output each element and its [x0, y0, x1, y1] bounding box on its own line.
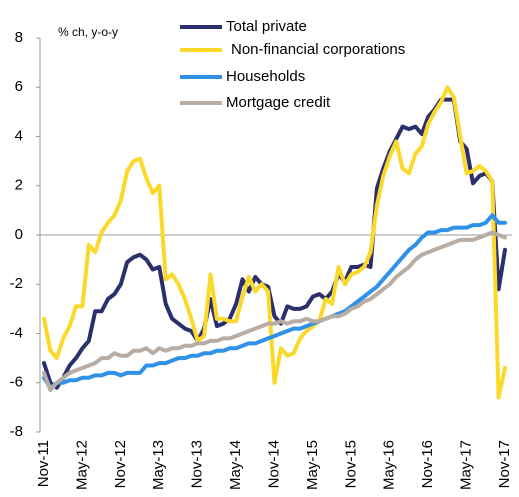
y-tick-label: 6	[15, 78, 23, 95]
x-tick-label: Nov-15	[342, 440, 359, 488]
x-tick-label: Nov-17	[496, 440, 513, 488]
y-tick-label: -2	[10, 275, 23, 292]
x-tick-label: May-16	[381, 440, 398, 490]
series-line	[42, 85, 507, 400]
y-tick-label: -8	[10, 423, 23, 440]
legend-label: Total private	[226, 18, 307, 35]
x-tick-label: Nov-13	[189, 440, 206, 488]
y-tick-label: -4	[10, 324, 23, 341]
x-tick-label: May-17	[458, 440, 475, 490]
y-tick-label: 8	[15, 29, 23, 46]
y-tick-label: 2	[15, 177, 23, 194]
x-tick-label: Nov-14	[265, 440, 282, 488]
series-line	[42, 230, 507, 393]
y-tick-label: 4	[15, 127, 23, 144]
legend-label: Mortgage credit	[226, 94, 331, 111]
legend-label: Households	[226, 68, 305, 85]
series-line	[42, 213, 507, 390]
legend-label: Non-financial corporations	[231, 41, 405, 58]
x-tick-label: May-12	[73, 440, 90, 490]
x-tick-label: May-14	[227, 440, 244, 490]
x-tick-label: May-15	[304, 440, 321, 490]
annotation: % ch, y-o-y	[58, 25, 118, 39]
y-tick-label: 0	[15, 226, 23, 243]
series-line	[42, 97, 507, 390]
y-tick-label: -6	[10, 374, 23, 391]
x-tick-label: Nov-11	[35, 440, 52, 487]
x-tick-label: Nov-12	[112, 440, 129, 488]
x-tick-label: May-13	[150, 440, 167, 490]
x-tick-label: Nov-16	[419, 440, 436, 488]
